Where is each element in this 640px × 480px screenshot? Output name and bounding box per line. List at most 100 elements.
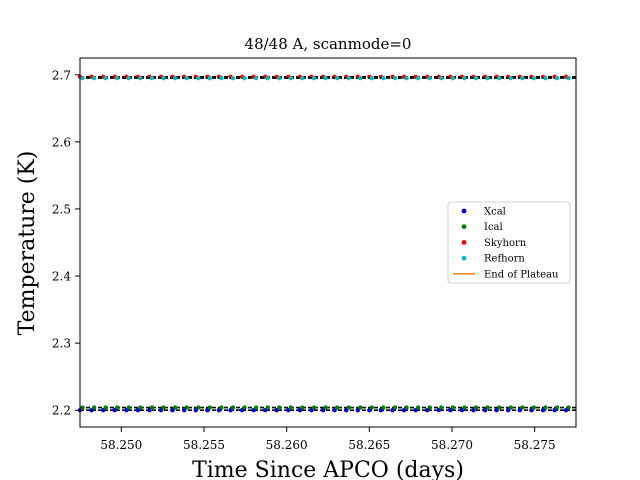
data-point (520, 405, 525, 410)
data-point (334, 405, 340, 410)
x-axis-label: Time Since APCO (days) (192, 458, 464, 480)
series-ical (80, 405, 576, 410)
data-point (531, 75, 537, 81)
data-point (288, 405, 294, 410)
data-point (161, 405, 166, 410)
y-axis: 2.2 2.3 2.4 2.5 2.6 2.7 (52, 68, 80, 418)
y-tick-label: 2.2 (52, 404, 71, 418)
data-point (172, 405, 178, 410)
data-point (253, 75, 259, 81)
data-point (277, 75, 282, 81)
data-point (253, 405, 259, 410)
data-point (439, 405, 444, 410)
data-point (508, 75, 513, 81)
data-point (450, 75, 456, 81)
data-point (196, 405, 201, 410)
legend-marker (461, 255, 467, 261)
y-tick-label: 2.4 (52, 270, 71, 284)
data-point (277, 405, 282, 410)
data-point (369, 75, 375, 81)
legend-marker (461, 224, 467, 230)
data-point (554, 405, 560, 410)
data-point (439, 75, 444, 81)
data-point (496, 405, 502, 410)
x-axis: 58.250 58.255 58.260 58.265 58.270 58.275 (100, 427, 556, 452)
data-point (415, 405, 421, 410)
data-point (392, 405, 398, 410)
data-point (508, 405, 513, 410)
legend-label: Xcal (484, 207, 506, 218)
y-tick-label: 2.7 (52, 68, 71, 82)
chart-title: 48/48 A, scanmode=0 (245, 35, 412, 53)
data-point (520, 75, 525, 81)
data-point (219, 75, 224, 81)
data-point (392, 75, 398, 81)
data-point (323, 405, 328, 410)
x-tick-label: 58.270 (431, 438, 473, 452)
data-point (485, 75, 490, 81)
data-point (358, 75, 363, 81)
legend-box (447, 201, 571, 284)
data-point (566, 75, 571, 81)
data-point (311, 405, 317, 410)
data-point (172, 75, 178, 81)
y-tick-label: 2.5 (52, 202, 71, 216)
data-point (126, 75, 131, 81)
data-point (126, 405, 131, 410)
data-point (311, 75, 317, 81)
data-point (300, 405, 305, 410)
data-point (91, 405, 97, 410)
data-point (404, 405, 409, 410)
data-point (381, 405, 386, 410)
data-point (138, 405, 143, 410)
x-tick-label: 58.275 (514, 438, 556, 452)
data-point (381, 75, 386, 81)
data-point (334, 75, 340, 81)
data-point (196, 75, 201, 81)
legend-label: Ical (484, 222, 503, 233)
data-point (462, 405, 467, 410)
data-point (427, 75, 432, 81)
data-point (207, 405, 213, 410)
data-point (358, 405, 363, 410)
legend: Xcal Ical Skyhorn Refhorn End of Plateau (447, 201, 571, 284)
data-point (450, 405, 456, 410)
data-point (543, 405, 548, 410)
data-point (207, 75, 213, 81)
data-point (230, 405, 236, 410)
legend-label: End of Plateau (484, 269, 559, 280)
y-axis-label: Temperature (K) (15, 151, 40, 336)
data-point (184, 405, 189, 410)
data-point (531, 405, 537, 410)
data-point (161, 75, 166, 81)
data-point (265, 405, 270, 410)
plot-frame (79, 57, 577, 428)
data-point (230, 75, 236, 81)
data-point (346, 405, 351, 410)
data-point (485, 405, 490, 410)
data-point (242, 75, 247, 81)
data-point (184, 75, 189, 81)
data-point (566, 405, 571, 410)
data-point (242, 405, 247, 410)
data-point (149, 75, 155, 81)
plot-area (77, 74, 576, 413)
x-tick-label: 58.260 (266, 438, 308, 452)
data-point (138, 75, 143, 81)
data-point (473, 75, 479, 81)
data-point (473, 405, 479, 410)
y-tick-label: 2.3 (52, 337, 71, 351)
data-point (103, 405, 108, 410)
data-point (265, 75, 270, 81)
x-tick-label: 58.255 (183, 438, 225, 452)
x-tick-label: 58.265 (348, 438, 390, 452)
data-point (462, 75, 467, 81)
data-point (496, 75, 502, 81)
data-point (346, 75, 351, 81)
data-point (323, 75, 328, 81)
data-point (300, 75, 305, 81)
data-point (404, 75, 409, 81)
data-point (415, 75, 421, 81)
legend-label: Refhorn (484, 254, 525, 265)
